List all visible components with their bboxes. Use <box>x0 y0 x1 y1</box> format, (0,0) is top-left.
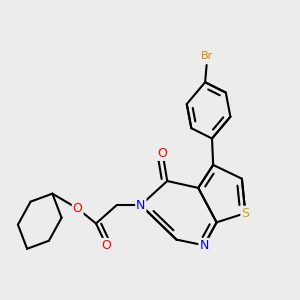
Text: N: N <box>199 239 209 252</box>
Text: O: O <box>73 202 82 215</box>
Text: O: O <box>158 147 168 160</box>
Text: O: O <box>101 239 111 252</box>
Text: N: N <box>136 199 146 212</box>
Text: Br: Br <box>201 51 214 61</box>
Text: S: S <box>241 207 249 220</box>
